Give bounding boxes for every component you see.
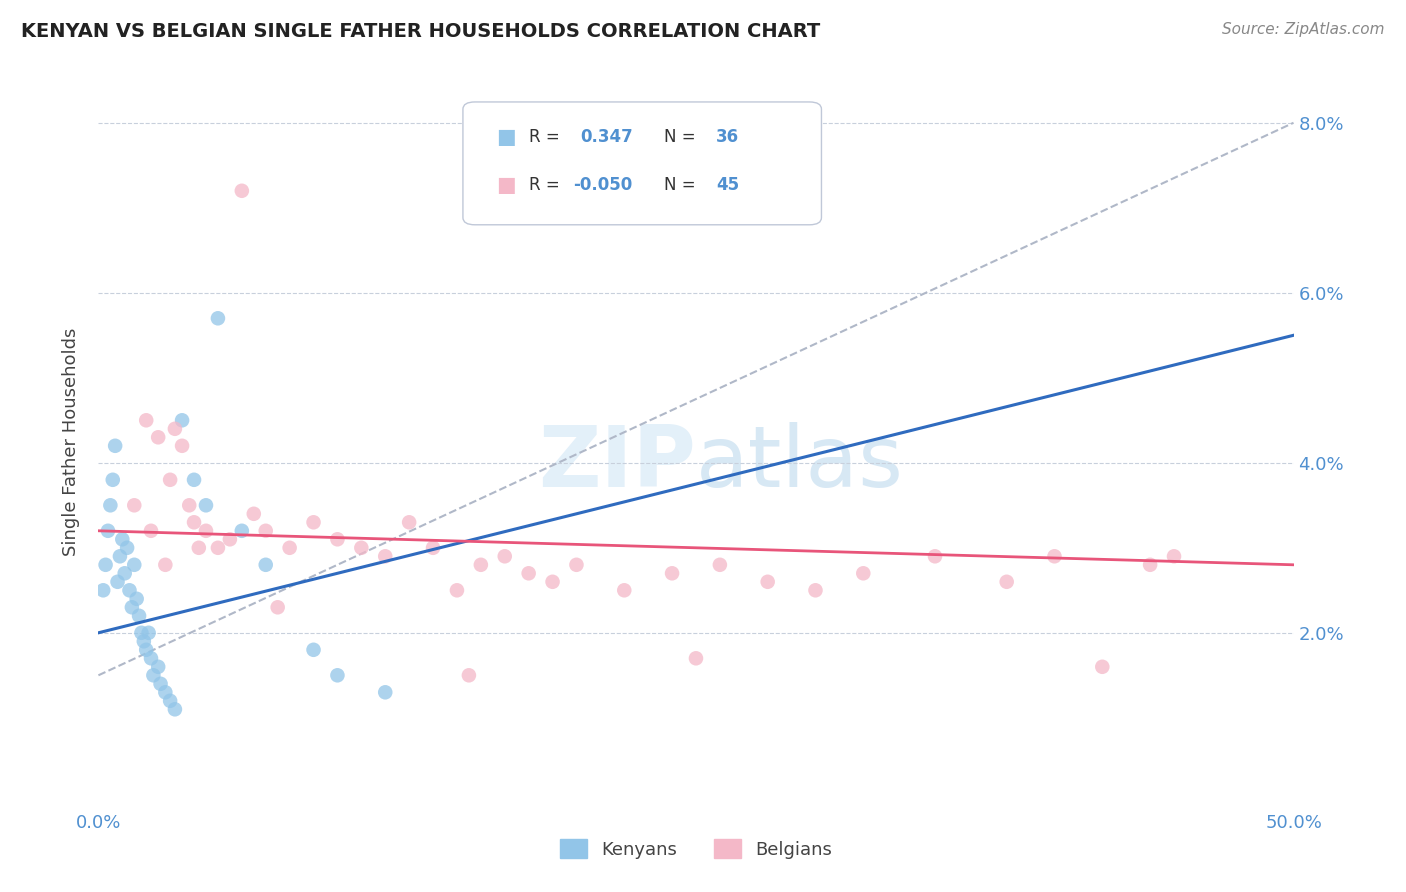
Point [179, 498, 201, 512]
Point [97, 524, 120, 538]
Point [1139, 558, 1161, 572]
Point [207, 541, 229, 555]
Text: R =: R = [529, 128, 560, 145]
Point [148, 660, 170, 674]
Text: -0.050: -0.050 [572, 176, 633, 194]
Point [195, 498, 218, 512]
Text: ZIP: ZIP [538, 422, 696, 505]
Point [1091, 660, 1114, 674]
Point [374, 685, 396, 699]
Point [142, 668, 165, 682]
Point [114, 566, 136, 581]
Point [159, 473, 181, 487]
Point [302, 516, 325, 530]
Point [517, 566, 540, 581]
Point [187, 541, 209, 555]
Point [302, 642, 325, 657]
Point [422, 541, 444, 555]
Point [132, 634, 155, 648]
Point [446, 583, 468, 598]
Point [254, 558, 277, 572]
Point [121, 600, 143, 615]
Point [231, 184, 253, 198]
Point [995, 574, 1018, 589]
Point [94, 558, 117, 572]
Point [108, 549, 131, 564]
Point [541, 574, 564, 589]
Point [128, 608, 150, 623]
Point [91, 583, 114, 598]
Text: N =: N = [664, 176, 696, 194]
Text: Source: ZipAtlas.com: Source: ZipAtlas.com [1222, 22, 1385, 37]
Text: atlas: atlas [696, 422, 904, 505]
Point [138, 625, 160, 640]
Point [115, 541, 138, 555]
Point [374, 549, 396, 564]
Point [613, 583, 636, 598]
Point [565, 558, 588, 572]
Y-axis label: Single Father Households: Single Father Households [62, 327, 80, 556]
Point [278, 541, 301, 555]
Point [195, 524, 218, 538]
Point [685, 651, 707, 665]
Point [852, 566, 875, 581]
Point [231, 524, 253, 538]
Point [139, 651, 162, 665]
Legend: Kenyans, Belgians: Kenyans, Belgians [553, 832, 839, 866]
Text: R =: R = [529, 176, 560, 194]
Point [155, 685, 177, 699]
Text: N =: N = [664, 128, 696, 145]
Point [149, 677, 172, 691]
Point [207, 311, 229, 326]
Point [1163, 549, 1185, 564]
Point [155, 558, 177, 572]
FancyBboxPatch shape [463, 102, 821, 225]
Text: ■: ■ [496, 127, 516, 146]
Point [183, 473, 205, 487]
Point [470, 558, 492, 572]
Point [243, 507, 266, 521]
Point [163, 422, 186, 436]
Point [709, 558, 731, 572]
Text: KENYAN VS BELGIAN SINGLE FATHER HOUSEHOLDS CORRELATION CHART: KENYAN VS BELGIAN SINGLE FATHER HOUSEHOL… [21, 22, 820, 41]
Point [148, 430, 170, 444]
Point [398, 516, 420, 530]
Point [1043, 549, 1066, 564]
Point [267, 600, 290, 615]
Point [254, 524, 277, 538]
Point [804, 583, 827, 598]
Point [183, 516, 205, 530]
Point [124, 498, 146, 512]
Point [924, 549, 946, 564]
Point [135, 642, 157, 657]
Point [124, 558, 146, 572]
Point [118, 583, 141, 598]
Text: 0.347: 0.347 [581, 128, 633, 145]
Point [458, 668, 481, 682]
Point [756, 574, 779, 589]
Point [172, 439, 194, 453]
Point [98, 498, 122, 512]
Point [107, 574, 129, 589]
Point [326, 533, 349, 547]
Text: 36: 36 [716, 128, 740, 145]
Text: 45: 45 [716, 176, 740, 194]
Point [172, 413, 194, 427]
Point [111, 533, 134, 547]
Point [494, 549, 516, 564]
Point [139, 524, 162, 538]
Point [125, 591, 148, 606]
Point [159, 694, 181, 708]
Point [219, 533, 242, 547]
Point [101, 473, 124, 487]
Point [326, 668, 349, 682]
Point [350, 541, 373, 555]
Point [131, 625, 153, 640]
Point [661, 566, 683, 581]
Point [104, 439, 127, 453]
Text: ■: ■ [496, 175, 516, 195]
Point [163, 702, 186, 716]
Point [135, 413, 157, 427]
